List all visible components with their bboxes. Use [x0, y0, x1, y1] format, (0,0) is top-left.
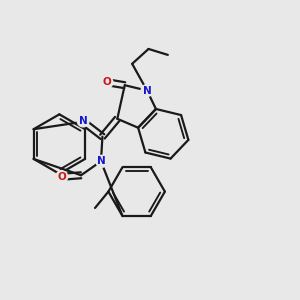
Circle shape — [77, 115, 89, 127]
Text: N: N — [143, 85, 152, 96]
Text: N: N — [79, 116, 88, 126]
Circle shape — [101, 76, 113, 88]
Circle shape — [56, 171, 68, 183]
Text: O: O — [57, 172, 66, 182]
Text: N: N — [98, 156, 106, 166]
Circle shape — [96, 155, 108, 167]
Text: O: O — [103, 77, 111, 87]
Circle shape — [141, 85, 153, 97]
